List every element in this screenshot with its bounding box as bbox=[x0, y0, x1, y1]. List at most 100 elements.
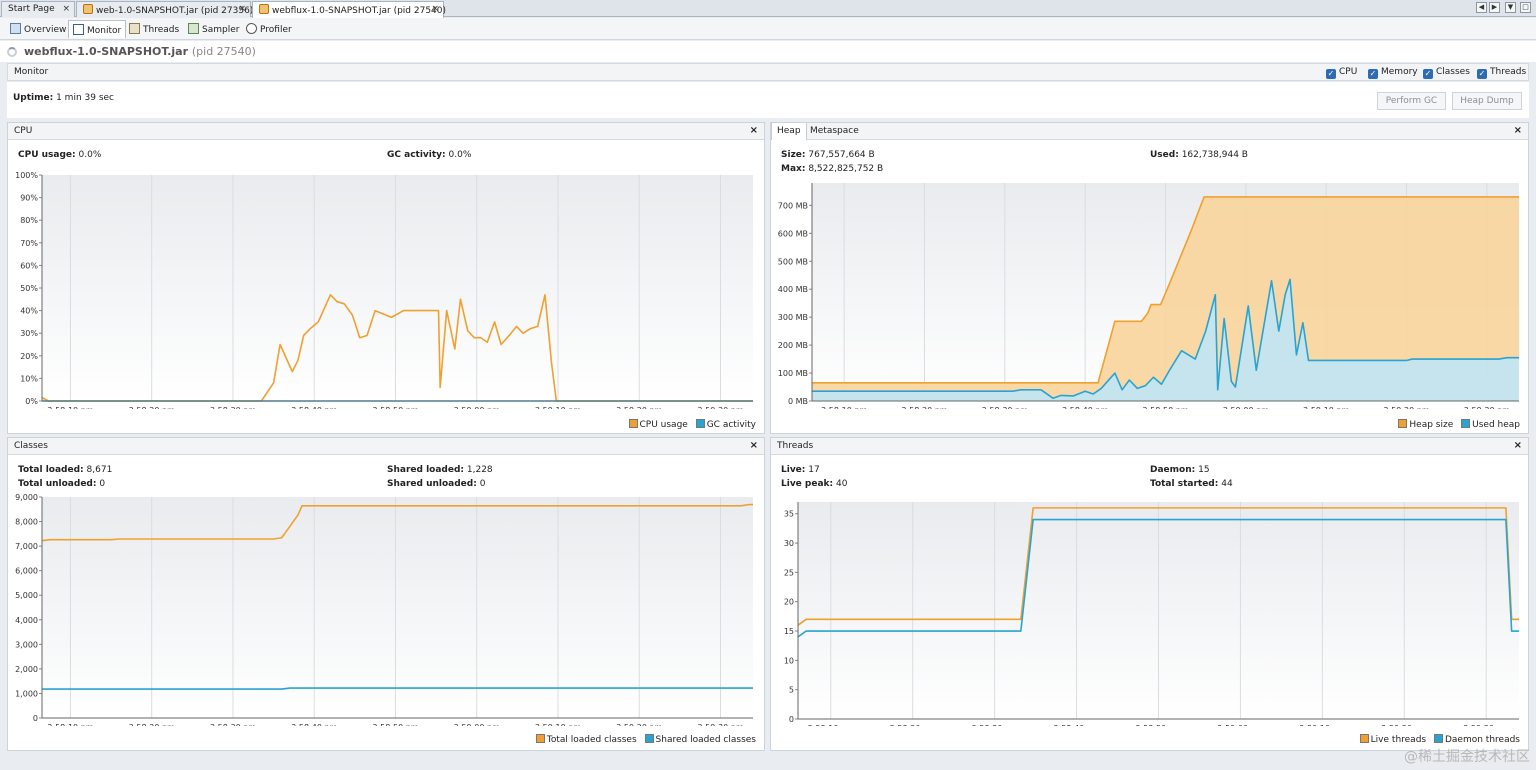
heap-panel: Heap Metaspace × Size: 767,557,664 B Max… bbox=[770, 122, 1529, 434]
uptime-row: Uptime: 1 min 39 sec Perform GC Heap Dum… bbox=[7, 82, 1529, 118]
maximize-icon[interactable]: □ bbox=[1520, 2, 1531, 13]
tab-profiler[interactable]: Profiler bbox=[242, 20, 296, 38]
legend-swatch bbox=[1398, 419, 1408, 428]
classes-checkbox[interactable]: ✓ Classes bbox=[1423, 67, 1470, 79]
y-tick-label: 35 bbox=[784, 510, 794, 519]
y-tick-label: 200 MB bbox=[778, 341, 808, 350]
series-line bbox=[812, 196, 1519, 384]
tab-label: Start Page bbox=[8, 4, 55, 14]
scroll-left-icon[interactable]: ◀ bbox=[1476, 2, 1487, 13]
perform-gc-button[interactable]: Perform GC bbox=[1377, 92, 1446, 110]
close-icon[interactable]: × bbox=[238, 4, 246, 14]
y-tick-label: 70% bbox=[20, 239, 38, 248]
x-tick-label: 3:59:30 pm bbox=[1464, 406, 1510, 409]
tab-heap[interactable]: Heap bbox=[771, 123, 807, 140]
close-icon[interactable]: × bbox=[749, 125, 758, 136]
tab-web-snapshot[interactable]: web-1.0-SNAPSHOT.jar (pid 27356) × bbox=[76, 1, 254, 17]
live-threads-value: 17 bbox=[808, 465, 820, 475]
y-tick-label: 300 MB bbox=[778, 313, 808, 322]
tab-list-icon[interactable]: ▼ bbox=[1505, 2, 1516, 13]
cpu-usage-label: CPU usage: bbox=[18, 150, 76, 160]
threads-panel-title: Threads bbox=[777, 441, 814, 451]
cpu-panel-title: CPU bbox=[14, 126, 33, 136]
total-started-stat: Total started: 44 bbox=[1150, 479, 1233, 489]
x-tick-label: 3:59:10 pm bbox=[535, 406, 581, 409]
heap-dump-button[interactable]: Heap Dump bbox=[1452, 92, 1522, 110]
threads-chart-legend: Live threads Daemon threads bbox=[1359, 734, 1520, 745]
y-tick-label: 0 bbox=[33, 714, 38, 723]
application-title: webflux-1.0-SNAPSHOT.jar (pid 27540) bbox=[24, 45, 256, 58]
tab-metaspace[interactable]: Metaspace bbox=[810, 126, 859, 136]
heap-used-stat: Used: 162,738,944 B bbox=[1150, 150, 1248, 160]
monitor-icon bbox=[73, 24, 84, 35]
heap-max-stat: Max: 8,522,825,752 B bbox=[781, 164, 883, 174]
threads-checkbox[interactable]: ✓ Threads bbox=[1477, 67, 1526, 79]
heap-panel-header: Heap Metaspace × bbox=[771, 123, 1528, 140]
close-icon[interactable]: × bbox=[62, 4, 70, 14]
live-peak-label: Live peak: bbox=[781, 479, 834, 489]
series-line bbox=[42, 687, 753, 690]
heap-size-value: 767,557,664 B bbox=[808, 150, 875, 160]
java-app-icon bbox=[83, 4, 93, 14]
total-unloaded-value: 0 bbox=[99, 479, 106, 489]
y-tick-label: 8,000 bbox=[15, 518, 38, 527]
x-tick-label: 3:58:30 pm bbox=[982, 406, 1028, 409]
x-tick-label: 3:58:50 pm bbox=[372, 723, 418, 726]
series-area bbox=[812, 279, 1519, 401]
tab-threads[interactable]: Threads bbox=[125, 20, 183, 38]
y-tick-label: 5 bbox=[789, 686, 794, 695]
heap-used-value: 162,738,944 B bbox=[1181, 150, 1248, 160]
x-tick-label: 3:59:20 pm bbox=[1383, 406, 1429, 409]
application-pid: (pid 27540) bbox=[191, 45, 256, 58]
memory-checkbox[interactable]: ✓ Memory bbox=[1368, 67, 1418, 79]
tab-webflux-snapshot[interactable]: webflux-1.0-SNAPSHOT.jar (pid 27540) × bbox=[252, 1, 446, 18]
y-tick-label: 60% bbox=[20, 261, 38, 270]
tab-label: web-1.0-SNAPSHOT.jar (pid 27356) bbox=[96, 6, 254, 16]
total-unloaded-label: Total unloaded: bbox=[18, 479, 97, 489]
x-tick-label: 3:59:20 pm bbox=[616, 406, 662, 409]
gc-activity-value: 0.0% bbox=[448, 150, 472, 160]
x-tick-label: 3:59:10 pm bbox=[1303, 406, 1349, 409]
close-icon[interactable]: × bbox=[1513, 440, 1522, 451]
tab-monitor[interactable]: Monitor bbox=[68, 20, 127, 38]
plot-area bbox=[42, 497, 753, 718]
series-line bbox=[797, 518, 1519, 638]
classes-chart: 3:58:10 pm 3:58:20 pm 3:58:30 pm 3:58:40 pm… bbox=[15, 494, 753, 726]
view-toolbar: Overview Monitor Threads Sampler Profile… bbox=[0, 18, 1536, 40]
y-tick-label: 1,000 bbox=[15, 689, 38, 698]
application-title-bar: webflux-1.0-SNAPSHOT.jar (pid 27540) bbox=[0, 41, 1536, 62]
close-icon[interactable]: × bbox=[431, 4, 439, 14]
y-tick-label: 100 MB bbox=[778, 369, 808, 378]
cpu-chart-legend: CPU usage GC activity bbox=[628, 419, 756, 430]
uptime-label: Uptime: bbox=[13, 93, 54, 103]
y-tick-label: 7,000 bbox=[15, 542, 38, 551]
y-tick-label: 10 bbox=[784, 656, 794, 665]
tab-sampler[interactable]: Sampler bbox=[184, 20, 243, 38]
classes-panel-title: Classes bbox=[14, 441, 48, 451]
gc-activity-stat: GC activity: 0.0% bbox=[387, 150, 471, 160]
cpu-usage-value: 0.0% bbox=[78, 150, 102, 160]
x-tick-label: 3:58:30 pm bbox=[210, 723, 256, 726]
x-tick-label: 3:59:30 pm bbox=[697, 723, 743, 726]
loading-spinner-icon bbox=[7, 47, 17, 57]
legend-heap-size: Heap size bbox=[1409, 420, 1454, 430]
scroll-right-icon[interactable]: ▶ bbox=[1489, 2, 1500, 13]
legend-shared-loaded-classes: Shared loaded classes bbox=[655, 735, 756, 745]
close-icon[interactable]: × bbox=[749, 440, 758, 451]
legend-swatch bbox=[628, 419, 638, 428]
series-line bbox=[812, 278, 1519, 400]
legend-swatch bbox=[1461, 419, 1471, 428]
x-tick-label: 3:58:20 pm bbox=[901, 406, 947, 409]
tab-overview[interactable]: Overview bbox=[6, 20, 70, 38]
checkbox-checked-icon: ✓ bbox=[1477, 69, 1487, 79]
x-tick-label: 3:58:40 pm bbox=[1053, 724, 1099, 726]
cpu-checkbox[interactable]: ✓ CPU bbox=[1326, 67, 1357, 79]
y-tick-label: 30 bbox=[784, 539, 794, 548]
series-line bbox=[41, 503, 753, 542]
y-tick-label: 30% bbox=[20, 329, 38, 338]
legend-daemon-threads: Daemon threads bbox=[1444, 735, 1520, 745]
close-icon[interactable]: × bbox=[1513, 125, 1522, 136]
y-tick-label: 0% bbox=[25, 397, 38, 406]
tab-start-page[interactable]: Start Page × bbox=[1, 1, 75, 17]
shared-loaded-value: 1,228 bbox=[466, 465, 493, 475]
